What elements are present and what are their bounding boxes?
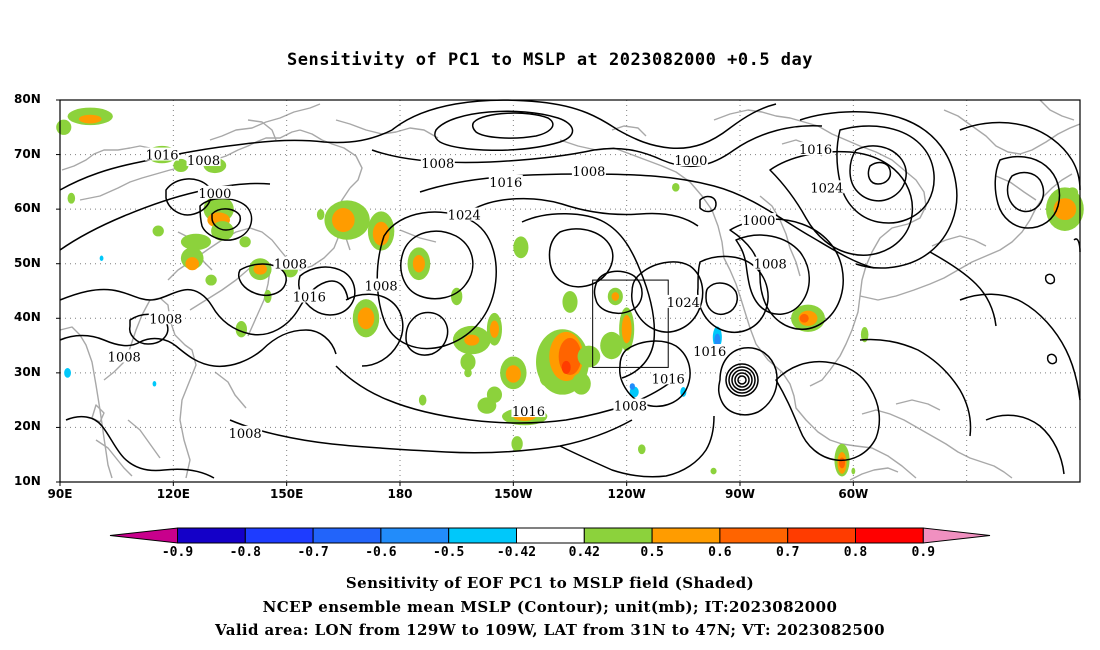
colorbar-label: 0.9 [911,545,936,560]
lat-label: 20N [14,419,41,434]
colorbar-swatch [583,527,653,544]
colorbar-swatch [922,527,991,544]
lon-label: 150W [494,487,533,501]
colorbar-label: -0.5 [433,545,465,560]
colorbar-swatch [312,527,382,544]
contour-label: 1016 [489,176,522,191]
contour-label: 1000 [674,154,707,169]
contour-label: 1008 [229,427,262,442]
contour-label: 1016 [293,290,326,305]
lon-label: 120E [156,487,190,501]
contour-label: 1000 [198,187,231,202]
colorbar-swatch [719,527,789,544]
lat-label: 80N [14,92,41,106]
lon-label: 90E [47,487,73,501]
lat-label: 70N [14,146,41,161]
footer-line-2: NCEP ensemble mean MSLP (Contour); unit(… [262,598,838,616]
contour-label: 1008 [572,165,605,180]
lat-label: 10N [14,474,41,488]
lat-label: 40N [14,310,41,325]
contour-label: 1024 [667,296,700,311]
colorbar-swatch [855,527,924,544]
contour-label: 1024 [810,181,843,196]
valid-area-box [592,279,669,368]
colorbar-label: 0.5 [640,545,664,560]
contour-label: 1024 [448,209,481,224]
colorbar-label: -0.7 [297,545,329,560]
contour-label: 1016 [145,149,178,164]
lon-label: 120W [607,487,646,501]
colorbar-label: -0.9 [161,545,194,560]
contour-label: 1008 [421,157,454,172]
lon-label: 90W [725,487,755,501]
contour-label: 1008 [149,312,182,327]
contour-label: 1008 [274,258,307,273]
lon-label: 150E [270,487,304,501]
map-frame [59,99,1081,483]
sensitivity-shading [56,107,1084,477]
chart-title: Sensitivity of PC1 to MSLP at 2023082000… [286,50,813,70]
colorbar-label: 0.6 [708,545,732,560]
contour-label: 1016 [693,345,726,360]
colorbar-swatch [109,527,178,544]
lon-label: 60W [838,487,869,501]
contour-labels: 1016 1008 1000 1008 1016 1008 1000 1016 1024 1024… [107,142,844,442]
lat-label: 60N [14,201,41,216]
colorbar-swatch [787,527,857,544]
contour-label: 1008 [108,350,141,365]
lat-label: 30N [14,364,41,379]
mslp-contours [59,99,1081,479]
footer-line-1: Sensitivity of EOF PC1 to MSLP field (Sh… [345,574,755,592]
contour-label: 1008 [187,154,220,169]
colorbar-label: -0.6 [365,545,397,560]
contour-label: 1008 [614,400,647,415]
contour-label: 1008 [754,258,787,273]
contour-label: 1016 [512,405,545,420]
lon-label: 180 [387,487,413,501]
colorbar-swatch [380,527,450,544]
colorbar-swatch [244,527,314,544]
contour-label: 1016 [652,372,685,387]
lat-label: 50N [14,255,41,270]
colorbar-label: 0.42 [568,545,600,560]
colorbar-label: -0.42 [496,545,537,560]
contour-label: 1008 [365,280,398,295]
colorbar-swatch [651,527,721,544]
contour-label: 1000 [742,214,775,229]
colorbar-swatch [516,527,585,544]
colorbar-label: 0.8 [843,545,868,560]
contour-label: 1016 [799,143,832,158]
colorbar-label: 0.7 [775,545,800,560]
colorbar-swatch [177,527,246,544]
colorbar-swatch [448,527,518,544]
footer-line-3: Valid area: LON from 129W to 109W, LAT f… [215,621,885,639]
colorbar-label: -0.8 [229,545,261,560]
